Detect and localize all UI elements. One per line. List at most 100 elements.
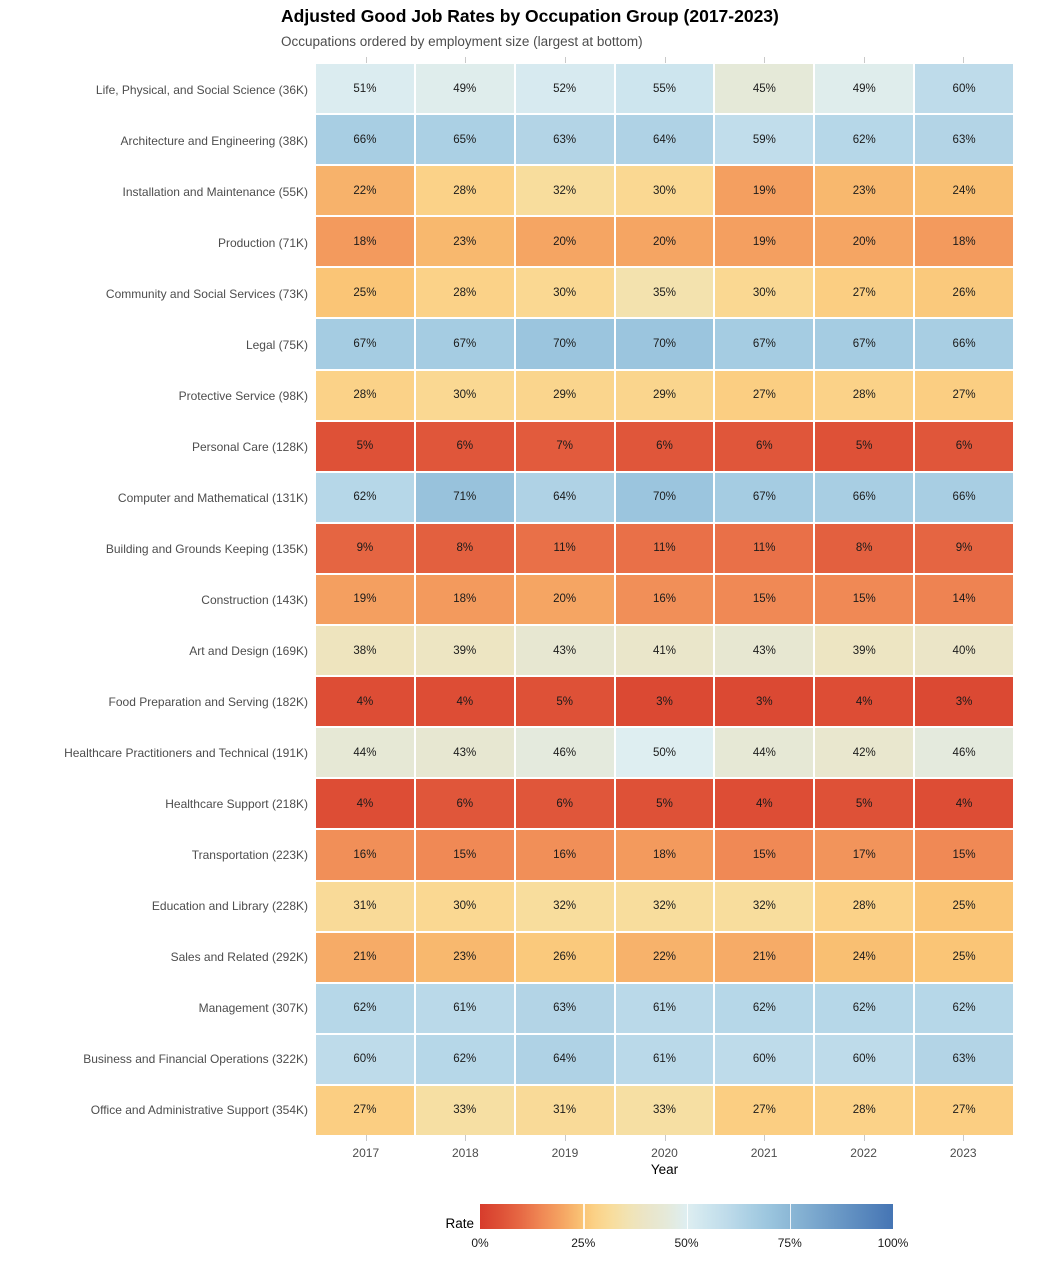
heatmap-cell: 4% (815, 677, 914, 727)
heatmap-cell: 62% (415, 1034, 514, 1084)
heatmap-cell: 67% (415, 319, 514, 369)
heatmap-cell: 8% (815, 523, 914, 573)
heatmap-cell: 62% (715, 983, 814, 1033)
heatmap-cell: 39% (815, 626, 914, 676)
heatmap-cell: 32% (515, 166, 614, 216)
heatmap-cell: 14% (915, 574, 1013, 625)
heatmap-cell: 70% (515, 319, 614, 369)
heatmap-cell: 45% (715, 64, 814, 114)
heatmap-cell: 30% (415, 370, 514, 420)
heatmap-cell: 19% (715, 217, 814, 267)
heatmap-cell: 64% (615, 115, 714, 165)
heatmap-cell: 25% (915, 881, 1013, 931)
heatmap-cell: 31% (316, 881, 414, 931)
heatmap-cell: 11% (515, 523, 614, 573)
legend-gradient-bar (480, 1204, 893, 1229)
heatmap-cell: 9% (316, 523, 414, 573)
heatmap-cell: 43% (715, 626, 814, 676)
heatmap-cell: 16% (316, 830, 414, 880)
heatmap-cell: 66% (915, 472, 1013, 522)
x-axis-tick-mark (664, 1135, 666, 1141)
heatmap-cell: 71% (415, 472, 514, 522)
heatmap-cell: 29% (515, 370, 614, 420)
y-axis-label: Food Preparation and Serving (182K) (108, 694, 308, 709)
heatmap-cell: 26% (515, 932, 614, 982)
x-axis-tick-mark (365, 57, 367, 63)
heatmap-cell: 44% (715, 728, 814, 778)
heatmap-cell: 31% (515, 1085, 614, 1135)
y-axis-label: Sales and Related (292K) (170, 949, 308, 964)
y-axis-label: Healthcare Practitioners and Technical (… (64, 745, 308, 760)
heatmap-cell: 64% (515, 472, 614, 522)
heatmap-cell: 70% (615, 319, 714, 369)
heatmap-cell: 62% (815, 115, 914, 165)
heatmap-cell: 40% (915, 626, 1013, 676)
heatmap-cell: 66% (316, 115, 414, 165)
heatmap-cell: 6% (415, 779, 514, 829)
heatmap-cell: 27% (815, 268, 914, 318)
heatmap-cell: 26% (915, 268, 1013, 318)
chart-title: Adjusted Good Job Rates by Occupation Gr… (281, 6, 779, 26)
heatmap-cell: 19% (715, 166, 814, 216)
heatmap-cell: 28% (815, 881, 914, 931)
heatmap-cell: 49% (415, 64, 514, 114)
heatmap-cell: 6% (915, 421, 1013, 471)
y-axis-label: Life, Physical, and Social Science (36K) (95, 82, 308, 97)
y-axis-label: Art and Design (169K) (189, 643, 308, 658)
heatmap-cell: 29% (615, 370, 714, 420)
legend-tick-label: 75% (777, 1236, 802, 1250)
y-axis-label: Community and Social Services (73K) (105, 286, 308, 301)
x-axis-tick-label: 2017 (352, 1146, 380, 1160)
heatmap-cell: 11% (715, 523, 814, 573)
heatmap-cell: 33% (415, 1085, 514, 1135)
heatmap-panel: 51% 49% 52% 55% 45% 49% 60% 66% 65% 63% 64% 59% 62% 6… (316, 64, 1013, 1135)
heatmap-cell: 15% (415, 830, 514, 880)
heatmap-cell: 43% (415, 728, 514, 778)
heatmap-cell: 30% (615, 166, 714, 216)
heatmap-cell: 16% (615, 574, 714, 625)
legend-bar-tick (583, 1204, 585, 1229)
heatmap-cell: 63% (915, 1034, 1013, 1084)
heatmap-cell: 49% (815, 64, 914, 114)
heatmap-cell: 61% (415, 983, 514, 1033)
heatmap-cell: 64% (515, 1034, 614, 1084)
legend-bar-tick (789, 1204, 792, 1229)
x-axis-tick-mark (863, 57, 865, 63)
heatmap-cell: 60% (715, 1034, 814, 1084)
heatmap-cell: 4% (415, 677, 514, 727)
heatmap-cell: 27% (316, 1085, 414, 1135)
heatmap-cell: 21% (316, 932, 414, 982)
heatmap-cell: 44% (316, 728, 414, 778)
heatmap-cell: 8% (415, 523, 514, 573)
heatmap-cell: 18% (415, 574, 514, 625)
x-axis-tick-mark (963, 1135, 965, 1141)
heatmap-cell: 20% (615, 217, 714, 267)
heatmap-cell: 15% (715, 574, 814, 625)
x-axis-tick-mark (664, 57, 666, 63)
heatmap-cell: 15% (715, 830, 814, 880)
heatmap-cell: 4% (316, 677, 414, 727)
heatmap-cell: 60% (915, 64, 1013, 114)
x-axis-tick-mark (564, 57, 566, 63)
x-axis-tick-mark (365, 1135, 367, 1141)
heatmap-cell: 33% (615, 1085, 714, 1135)
heatmap-cell: 63% (515, 115, 614, 165)
heatmap-cell: 50% (615, 728, 714, 778)
y-axis-label: Architecture and Engineering (38K) (120, 133, 308, 148)
heatmap-cell: 46% (515, 728, 614, 778)
heatmap-cell: 16% (515, 830, 614, 880)
x-axis-tick-label: 2019 (551, 1146, 579, 1160)
heatmap-cell: 3% (915, 677, 1013, 727)
heatmap-cell: 61% (615, 983, 714, 1033)
heatmap-cell: 63% (515, 983, 614, 1033)
heatmap-cell: 18% (915, 217, 1013, 267)
heatmap-cell: 5% (615, 779, 714, 829)
x-axis-tick-label: 2018 (451, 1146, 479, 1160)
heatmap-cell: 18% (615, 830, 714, 880)
heatmap-cell: 28% (415, 268, 514, 318)
heatmap-cell: 62% (316, 983, 414, 1033)
legend-title: Rate (445, 1216, 474, 1231)
heatmap-cell: 66% (815, 472, 914, 522)
heatmap-cell: 28% (815, 370, 914, 420)
y-axis-label: Legal (75K) (245, 337, 308, 352)
